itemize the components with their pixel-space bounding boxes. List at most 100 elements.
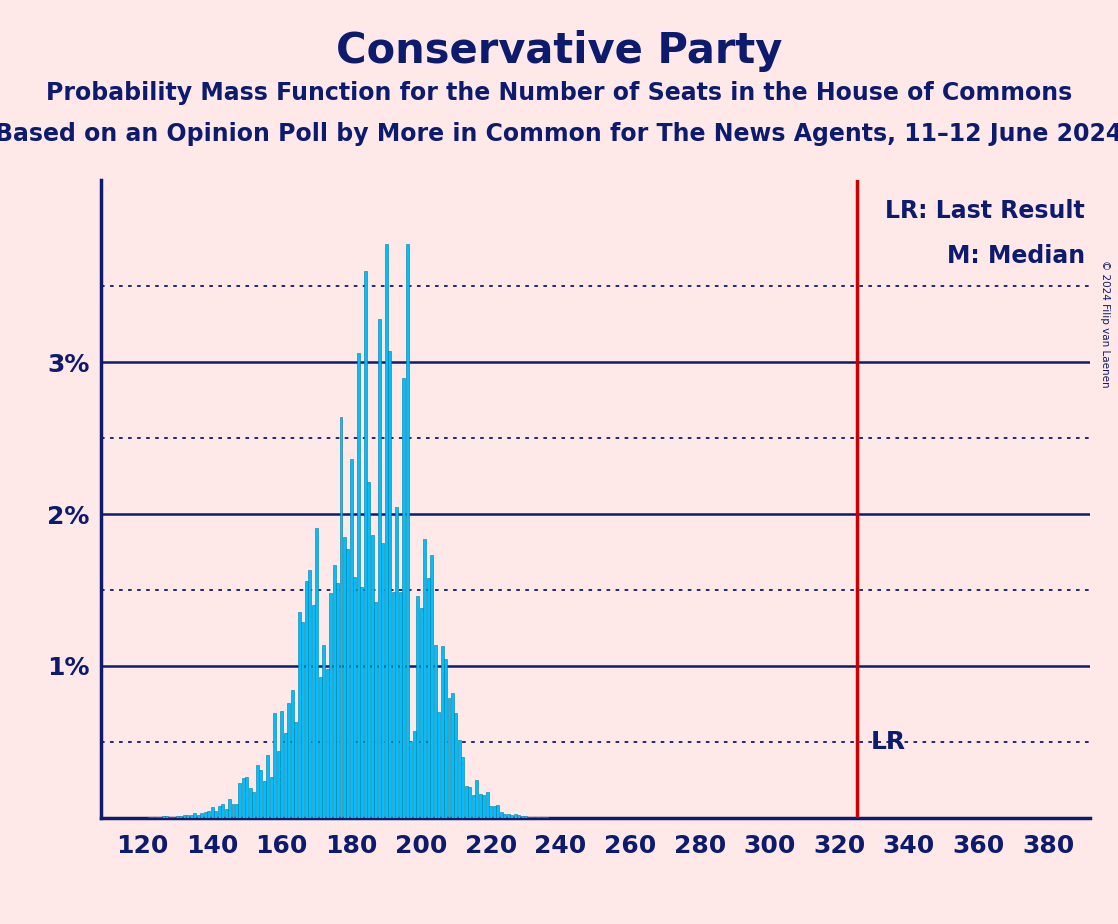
Bar — [385, 244, 388, 818]
Bar — [179, 816, 182, 818]
Bar — [406, 244, 409, 818]
Bar — [190, 815, 192, 818]
Bar — [409, 741, 413, 818]
Bar — [309, 570, 311, 818]
Bar — [500, 812, 503, 818]
Bar — [510, 815, 513, 818]
Bar — [332, 565, 335, 818]
Bar — [253, 792, 255, 818]
Bar — [273, 712, 276, 818]
Bar — [360, 588, 363, 818]
Bar — [423, 539, 426, 818]
Bar — [228, 799, 231, 818]
Bar — [312, 604, 314, 818]
Bar — [287, 703, 291, 818]
Bar — [437, 712, 440, 818]
Bar — [297, 612, 301, 818]
Bar — [486, 792, 489, 818]
Bar — [514, 814, 517, 818]
Bar — [440, 646, 444, 818]
Bar — [193, 813, 196, 818]
Bar — [305, 581, 307, 818]
Bar — [172, 817, 176, 818]
Bar — [371, 535, 373, 818]
Bar — [357, 353, 360, 818]
Bar — [427, 578, 429, 818]
Bar — [521, 816, 523, 818]
Bar — [322, 645, 325, 818]
Bar — [496, 806, 500, 818]
Bar — [350, 458, 353, 818]
Bar — [447, 698, 451, 818]
Bar — [375, 602, 378, 818]
Bar — [479, 795, 482, 818]
Bar — [503, 814, 506, 818]
Text: © 2024 Filip van Laenen: © 2024 Filip van Laenen — [1100, 260, 1109, 387]
Bar — [259, 770, 263, 818]
Bar — [256, 765, 259, 818]
Text: M: Median: M: Median — [947, 244, 1086, 268]
Bar — [225, 808, 228, 818]
Bar — [493, 807, 495, 818]
Bar — [203, 812, 207, 818]
Bar — [451, 693, 454, 818]
Bar — [197, 815, 200, 818]
Bar — [468, 787, 472, 818]
Bar — [347, 549, 350, 818]
Text: Based on an Opinion Poll by More in Common for The News Agents, 11–12 June 2024: Based on an Opinion Poll by More in Comm… — [0, 122, 1118, 146]
Bar — [266, 755, 269, 818]
Bar — [337, 583, 339, 818]
Bar — [162, 817, 164, 818]
Bar — [241, 778, 245, 818]
Bar — [187, 815, 189, 818]
Bar — [399, 592, 401, 818]
Bar — [416, 596, 419, 818]
Bar — [490, 806, 492, 818]
Bar — [368, 482, 370, 818]
Bar — [218, 807, 220, 818]
Bar — [325, 669, 329, 818]
Bar — [249, 788, 252, 818]
Bar — [315, 529, 319, 818]
Bar — [434, 645, 436, 818]
Bar — [396, 506, 398, 818]
Bar — [246, 777, 248, 818]
Bar — [413, 732, 416, 818]
Bar — [381, 543, 385, 818]
Text: Probability Mass Function for the Number of Seats in the House of Commons: Probability Mass Function for the Number… — [46, 81, 1072, 105]
Bar — [455, 713, 457, 818]
Bar — [378, 319, 381, 818]
Bar — [343, 537, 345, 818]
Text: LR: LR — [871, 730, 906, 754]
Bar — [465, 785, 468, 818]
Bar — [301, 622, 304, 818]
Bar — [294, 723, 297, 818]
Bar — [528, 817, 531, 818]
Bar — [391, 591, 395, 818]
Bar — [506, 814, 510, 818]
Bar — [482, 795, 485, 818]
Bar — [458, 740, 461, 818]
Bar — [207, 810, 210, 818]
Bar — [353, 577, 357, 818]
Bar — [340, 418, 342, 818]
Bar — [231, 804, 235, 818]
Bar — [182, 815, 186, 818]
Bar — [176, 817, 179, 818]
Bar — [238, 783, 241, 818]
Text: LR: Last Result: LR: Last Result — [885, 200, 1086, 224]
Bar — [430, 554, 433, 818]
Bar — [475, 780, 479, 818]
Bar — [210, 807, 214, 818]
Bar — [215, 810, 217, 818]
Bar — [329, 592, 332, 818]
Bar — [284, 733, 286, 818]
Bar — [291, 690, 294, 818]
Bar — [444, 659, 447, 818]
Bar — [524, 816, 528, 818]
Bar — [462, 757, 464, 818]
Bar — [472, 795, 475, 818]
Bar — [281, 711, 283, 818]
Bar — [235, 804, 238, 818]
Bar — [263, 781, 266, 818]
